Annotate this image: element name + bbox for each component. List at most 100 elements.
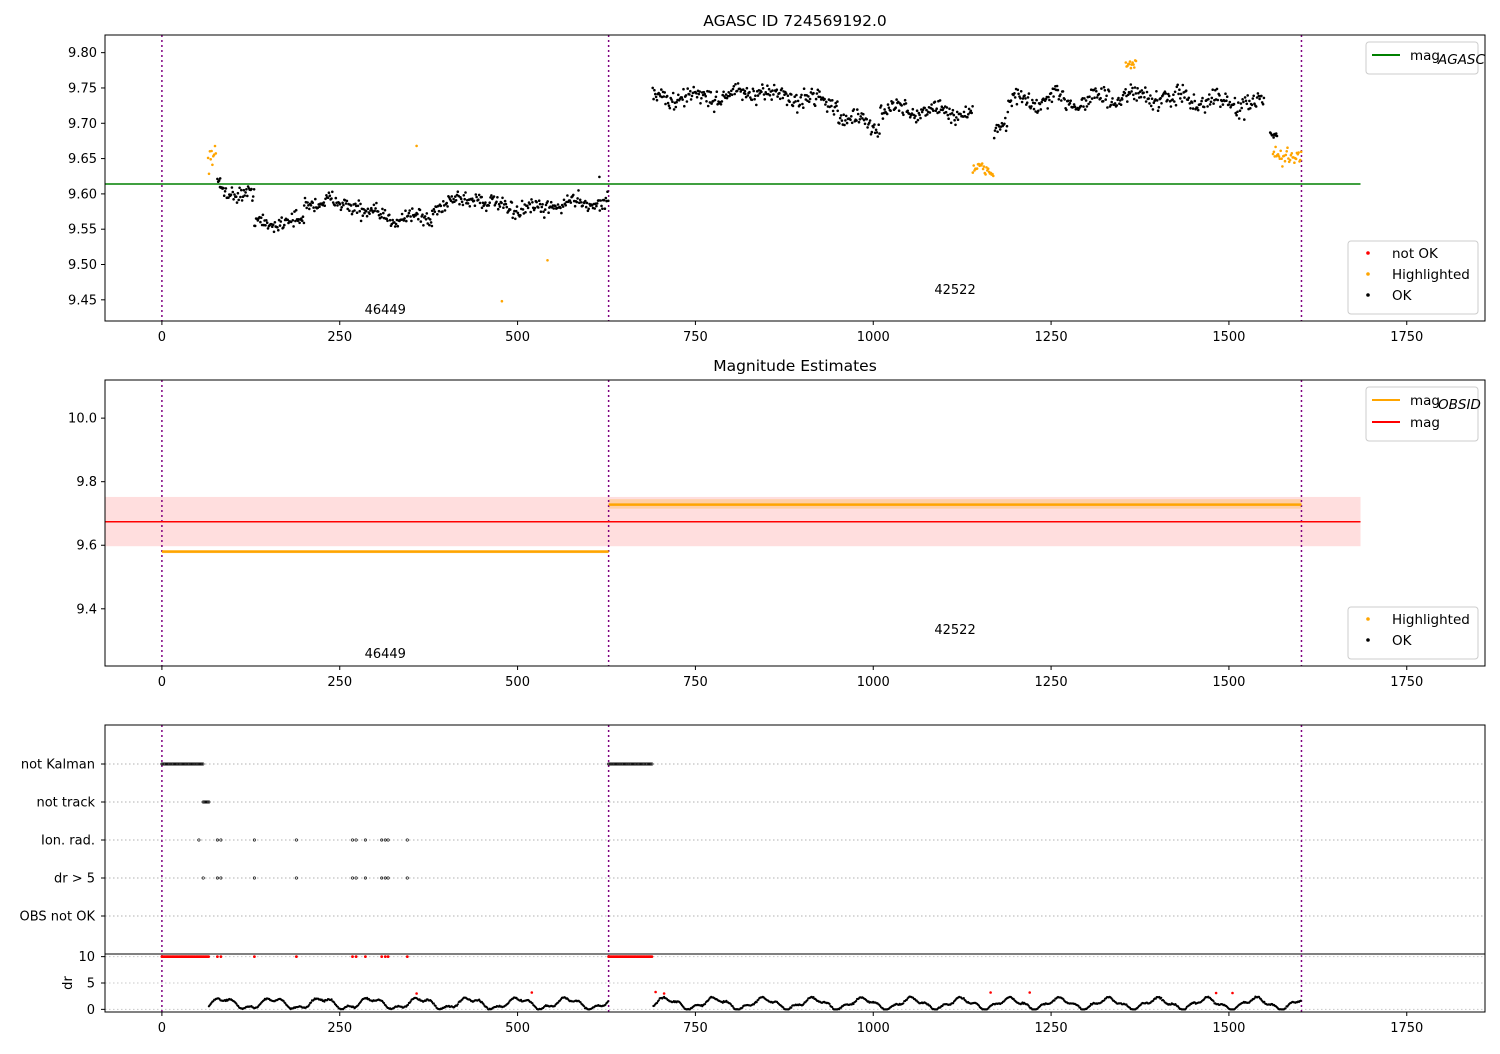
data-point — [251, 199, 254, 202]
data-point — [1089, 100, 1092, 104]
data-point — [796, 111, 799, 114]
data-point — [475, 195, 478, 199]
data-point — [222, 186, 225, 190]
dr-point — [755, 1001, 758, 1004]
data-point — [1179, 92, 1183, 96]
data-point — [302, 204, 306, 207]
data-point — [1212, 102, 1215, 105]
data-point — [1258, 97, 1261, 101]
data-point — [869, 133, 873, 136]
data-point — [1151, 108, 1155, 111]
data-point — [859, 115, 862, 118]
data-point — [238, 186, 241, 190]
data-point — [1061, 90, 1065, 93]
data-point — [1147, 97, 1150, 100]
data-point — [778, 97, 782, 101]
data-point — [753, 97, 756, 101]
data-point — [1063, 98, 1066, 101]
dr-point-capped — [650, 955, 654, 959]
data-point — [362, 207, 365, 211]
dr-point — [657, 999, 660, 1002]
data-point — [336, 204, 339, 207]
dr-tick-label: 10 — [78, 950, 95, 965]
legend-label: mag — [1410, 393, 1440, 409]
flag-marker — [200, 762, 204, 766]
data-point — [586, 209, 590, 213]
data-point — [1271, 152, 1275, 156]
data-point — [433, 210, 437, 213]
data-point — [1046, 107, 1049, 110]
x-tick-label: 500 — [505, 330, 530, 345]
data-point — [1293, 161, 1296, 164]
data-point — [1173, 100, 1176, 103]
flag-marker — [350, 838, 354, 842]
data-point — [838, 116, 842, 120]
data-point — [668, 106, 672, 110]
data-point — [654, 95, 658, 99]
data-point — [480, 206, 484, 210]
data-point — [266, 227, 270, 230]
x-tick-label: 1000 — [857, 330, 890, 345]
data-point — [552, 207, 555, 210]
flag-marker — [252, 876, 256, 880]
data-point — [524, 211, 527, 214]
data-point — [1019, 90, 1023, 93]
data-point — [313, 209, 316, 213]
data-point — [240, 188, 243, 192]
flag-marker — [386, 838, 390, 842]
data-point — [1155, 90, 1158, 93]
data-point — [1023, 94, 1026, 97]
data-point — [556, 203, 560, 206]
data-point — [802, 87, 806, 90]
data-point — [1237, 101, 1240, 104]
flag-marker — [363, 838, 367, 842]
data-point — [992, 136, 996, 140]
data-point — [830, 104, 833, 108]
data-point — [1025, 101, 1029, 104]
data-point — [436, 213, 439, 216]
data-point — [1113, 102, 1117, 105]
data-point — [425, 212, 429, 215]
data-point — [265, 219, 268, 222]
data-point — [604, 196, 608, 200]
data-point — [437, 209, 441, 213]
data-point — [813, 104, 817, 107]
data-point — [921, 108, 925, 112]
data-point — [1060, 99, 1063, 102]
data-point — [1169, 105, 1173, 108]
data-point — [577, 189, 580, 192]
data-point — [658, 92, 661, 96]
data-point — [916, 118, 920, 122]
data-point — [1261, 102, 1265, 106]
data-point — [1192, 93, 1196, 96]
data-point — [547, 211, 550, 214]
flag-marker — [294, 838, 298, 842]
dr-point — [1263, 1000, 1266, 1004]
data-point — [1101, 100, 1105, 103]
data-point — [538, 202, 542, 206]
data-point — [677, 93, 680, 97]
data-point — [606, 190, 609, 193]
flag-marker — [294, 876, 298, 880]
data-point — [359, 219, 363, 223]
dr-point-capped — [219, 955, 223, 959]
data-point — [505, 205, 509, 209]
dr-point — [310, 1001, 313, 1004]
data-point — [831, 109, 835, 113]
data-point — [1094, 87, 1097, 90]
data-point — [502, 206, 505, 209]
dr-point — [323, 1000, 326, 1003]
data-point — [495, 200, 498, 204]
data-point — [326, 196, 330, 199]
data-point — [376, 210, 380, 213]
data-point — [982, 165, 986, 168]
data-point — [355, 211, 359, 214]
data-point — [217, 179, 221, 182]
data-point — [1123, 91, 1127, 95]
data-point — [1206, 105, 1209, 108]
data-point — [955, 110, 959, 114]
dr-point — [1079, 1006, 1082, 1009]
data-point — [603, 207, 607, 210]
data-point — [1248, 99, 1251, 103]
flag-marker — [252, 838, 256, 842]
